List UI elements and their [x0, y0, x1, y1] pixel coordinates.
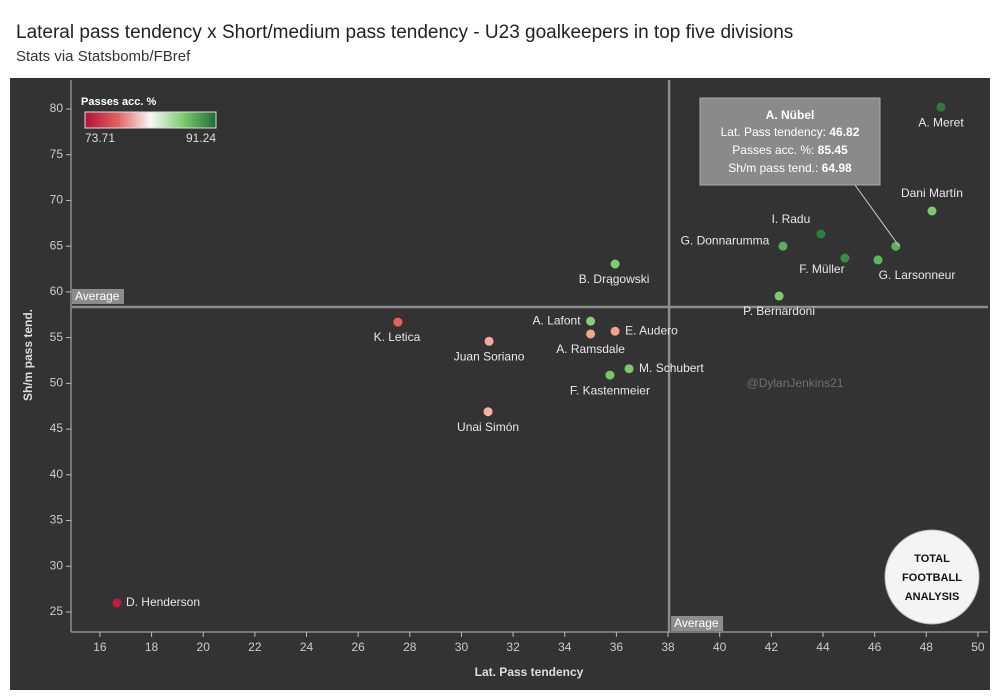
x-tick-label: 40 — [713, 640, 727, 654]
y-tick-label: 35 — [50, 513, 64, 527]
x-tick-label: 22 — [248, 640, 262, 654]
x-tick-label: 18 — [145, 640, 159, 654]
point-label: Juan Soriano — [454, 349, 525, 363]
point — [774, 291, 784, 301]
point — [610, 259, 620, 269]
point — [891, 241, 901, 251]
tooltip-label: Lat. Pass tendency: — [721, 125, 826, 139]
point — [873, 255, 883, 265]
tooltip-row: Sh/m pass tend.: 64.98 — [728, 161, 852, 175]
legend-title: Passes acc. % — [81, 96, 156, 108]
x-tick-label: 38 — [661, 640, 675, 654]
logo-text: TOTAL — [914, 553, 950, 565]
x-axis-label: Lat. Pass tendency — [475, 665, 584, 679]
tooltip-label: Passes acc. %: — [732, 143, 814, 157]
point — [840, 253, 850, 263]
point-label: E. Audero — [625, 323, 678, 337]
x-tick-label: 26 — [351, 640, 365, 654]
point-label: Unai Simón — [457, 420, 519, 434]
y-tick-label: 55 — [50, 330, 64, 344]
watermark: @DylanJenkins21 — [747, 376, 844, 390]
point-label: Dani Martín — [901, 186, 963, 200]
point — [586, 316, 596, 326]
y-tick-label: 60 — [50, 284, 64, 298]
x-tick-label: 44 — [816, 640, 830, 654]
y-tick-label: 40 — [50, 467, 64, 481]
point — [605, 370, 615, 380]
tooltip-row: Lat. Pass tendency: 46.82 — [721, 125, 860, 139]
tooltip-title: A. Nübel — [766, 108, 815, 122]
tooltip-value: 64.98 — [822, 161, 852, 175]
point — [816, 229, 826, 239]
point — [610, 326, 620, 336]
point-label: F. Kastenmeier — [570, 383, 650, 397]
point — [586, 329, 596, 339]
y-tick-label: 45 — [50, 421, 64, 435]
chart-subtitle: Stats via Statsbomb/FBref — [16, 48, 191, 65]
tooltip-value: 46.82 — [829, 125, 859, 139]
x-tick-label: 50 — [971, 640, 985, 654]
point-label: G. Larsonneur — [879, 268, 956, 282]
average-label: Average — [674, 616, 719, 630]
x-tick-label: 24 — [300, 640, 314, 654]
y-tick-label: 75 — [50, 147, 64, 161]
point — [778, 241, 788, 251]
average-label-box — [671, 616, 724, 631]
logo-text: FOOTBALL — [902, 572, 962, 584]
tooltip: A. Nübel Lat. Pass tendency: 46.82 Passe… — [699, 97, 900, 247]
point-label: M. Schubert — [639, 361, 704, 375]
point — [393, 317, 403, 327]
y-tick-label: 30 — [50, 558, 64, 572]
y-tick-label: 65 — [50, 238, 64, 252]
point — [484, 336, 494, 346]
point-label: F. Müller — [799, 262, 844, 276]
x-tick-label: 42 — [765, 640, 779, 654]
chart-title: Lateral pass tendency x Short/medium pas… — [16, 22, 793, 43]
x-tick-label: 36 — [610, 640, 624, 654]
point-label: B. Drągowski — [579, 272, 650, 286]
point-label: A. Meret — [918, 115, 964, 129]
point-label: I. Radu — [772, 212, 811, 226]
point — [624, 364, 634, 374]
legend-min: 73.71 — [85, 131, 115, 145]
legend-max: 91.24 — [186, 131, 216, 145]
average-label: Average — [75, 289, 120, 303]
x-tick-label: 28 — [403, 640, 417, 654]
x-tick-label: 34 — [558, 640, 572, 654]
legend-gradient — [84, 111, 217, 129]
point — [927, 206, 937, 216]
logo-circle — [884, 529, 980, 625]
logo-text: ANALYSIS — [905, 591, 960, 603]
x-tick-label: 16 — [93, 640, 107, 654]
x-tick-label: 30 — [455, 640, 469, 654]
point-label: A. Lafont — [533, 313, 582, 327]
tooltip-box — [699, 97, 881, 186]
y-tick-label: 50 — [50, 376, 64, 390]
y-axis-label: Sh/m pass tend. — [21, 309, 35, 401]
point-label: A. Ramsdale — [556, 342, 625, 356]
tooltip-row: Passes acc. %: 85.45 — [732, 143, 848, 157]
point — [112, 598, 122, 608]
logo: TOTAL FOOTBALL ANALYSIS — [884, 529, 980, 625]
point-label: G. Donnarumma — [681, 233, 770, 247]
tooltip-value: 85.45 — [818, 143, 848, 157]
x-tick-label: 32 — [506, 640, 520, 654]
y-tick-label: 70 — [50, 193, 64, 207]
y-tick-label: 80 — [50, 101, 64, 115]
point-label: D. Henderson — [126, 595, 200, 609]
average-label-box — [72, 288, 124, 304]
point-label: P. Bernardoni — [743, 304, 815, 318]
tooltip-connector — [854, 184, 900, 247]
point — [483, 407, 493, 417]
point-label: K. Letica — [374, 330, 421, 344]
x-tick-label: 46 — [868, 640, 882, 654]
x-tick-label: 48 — [920, 640, 934, 654]
y-tick-label: 25 — [50, 604, 64, 618]
tooltip-label: Sh/m pass tend.: — [728, 161, 818, 175]
point — [936, 102, 946, 112]
x-tick-label: 20 — [197, 640, 211, 654]
